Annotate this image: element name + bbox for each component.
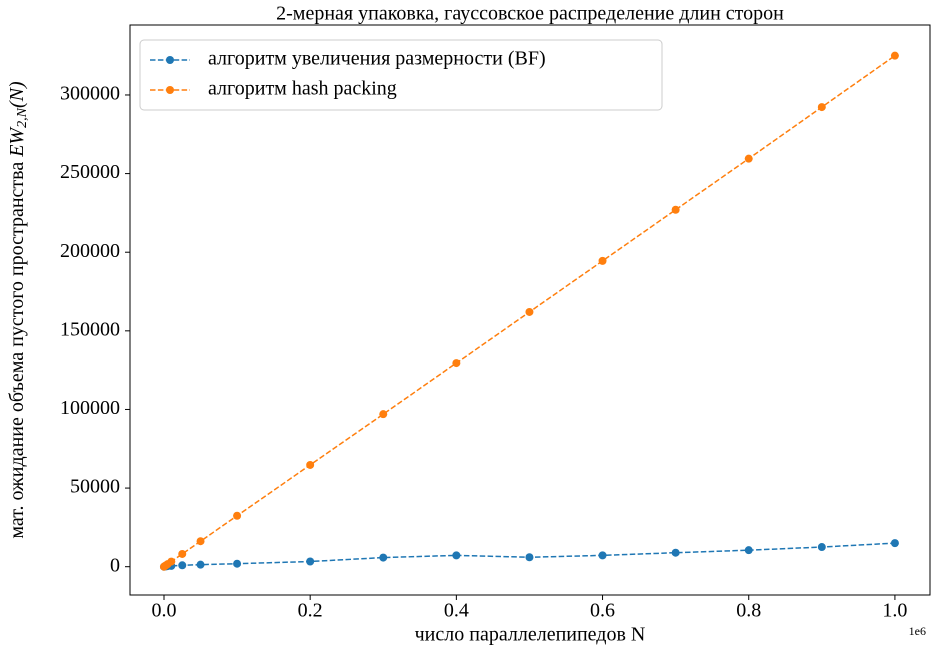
y-axis-label-math: EW <box>6 126 28 158</box>
data-point <box>379 553 388 562</box>
data-point <box>178 549 187 558</box>
x-tick-label: 0.8 <box>736 600 761 622</box>
y-tick-label: 50000 <box>70 476 120 498</box>
chart-title: 2-мерная упаковка, гауссовское распредел… <box>276 3 784 25</box>
x-axis-label: число параллелепипедов N <box>415 624 646 646</box>
y-axis-label-tail: (N) <box>6 81 28 108</box>
data-point <box>452 551 461 560</box>
data-point <box>196 537 205 546</box>
x-tick-label: 0.0 <box>151 600 176 622</box>
y-tick-label: 300000 <box>60 83 120 105</box>
data-point <box>167 557 176 566</box>
data-point <box>598 551 607 560</box>
data-point <box>306 460 315 469</box>
y-tick-label: 250000 <box>60 161 120 183</box>
data-point <box>671 205 680 214</box>
data-point <box>178 561 187 570</box>
data-point <box>452 359 461 368</box>
data-point <box>525 307 534 316</box>
legend: алгоритм увеличения размерности (BF) алго… <box>139 39 663 111</box>
data-point <box>306 557 315 566</box>
y-axis-label-sub: 2,N <box>15 107 30 128</box>
y-tick-label: 0 <box>110 554 120 576</box>
x-tick-label: 1.0 <box>882 600 907 622</box>
data-point <box>817 103 826 112</box>
data-point <box>817 543 826 552</box>
plot-frame <box>129 24 931 596</box>
data-point <box>525 553 534 562</box>
x-offset-label: 1e6 <box>909 624 926 638</box>
y-axis-label-text: мат. ожидание объема пустого пространств… <box>6 157 28 539</box>
y-tick-label: 150000 <box>60 318 120 340</box>
legend-box <box>139 39 663 111</box>
legend-marker <box>166 86 174 94</box>
data-point <box>890 51 899 60</box>
data-point <box>233 511 242 520</box>
x-tick-label: 0.4 <box>444 600 469 622</box>
legend-marker <box>166 56 174 64</box>
legend-label: алгоритм hash packing <box>208 78 397 100</box>
data-point <box>890 539 899 548</box>
data-point <box>196 560 205 569</box>
x-tick-label: 0.6 <box>590 600 615 622</box>
data-point <box>671 548 680 557</box>
x-tick-label: 0.2 <box>298 600 323 622</box>
data-point <box>598 256 607 265</box>
data-point <box>379 410 388 419</box>
data-point <box>744 154 753 163</box>
y-axis-label: мат. ожидание объема пустого пространств… <box>6 81 31 539</box>
y-tick-label: 100000 <box>60 397 120 419</box>
data-point <box>744 546 753 555</box>
legend-label: алгоритм увеличения размерности (BF) <box>208 48 546 70</box>
y-tick-label: 200000 <box>60 240 120 262</box>
data-point <box>233 559 242 568</box>
